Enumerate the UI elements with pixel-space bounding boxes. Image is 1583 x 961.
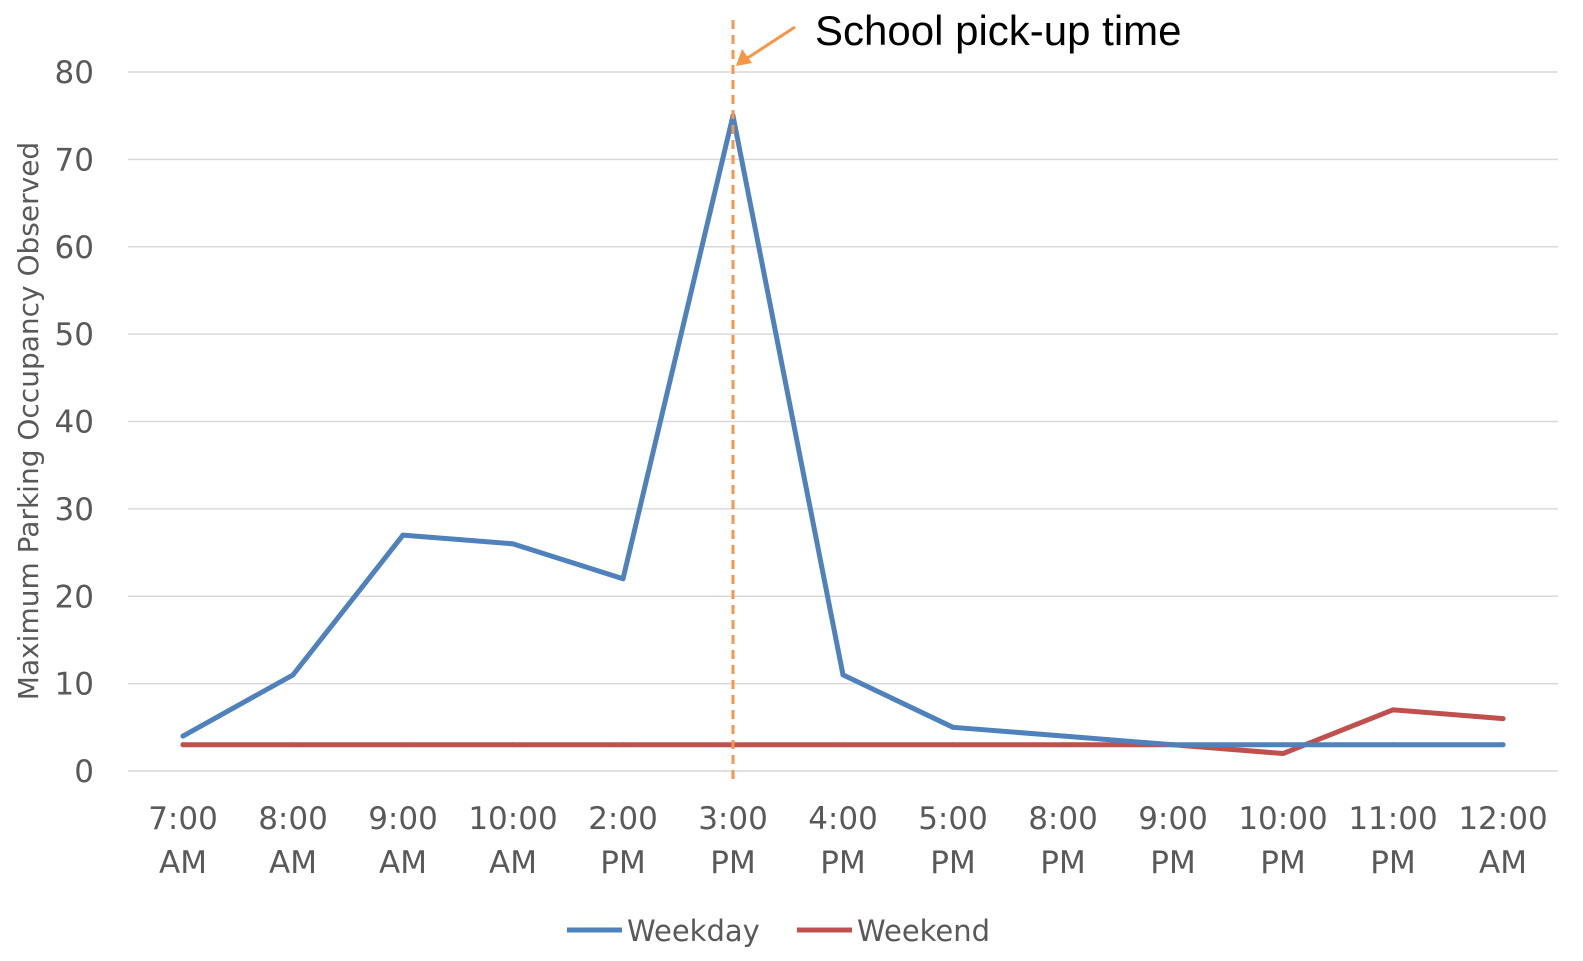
y-tick-label-10: 10	[55, 667, 94, 703]
data-point-weekday	[840, 672, 846, 678]
y-tick-label-50: 50	[55, 317, 94, 353]
annotation-arrowhead	[736, 49, 752, 66]
x-tick-label: 7:00 AM	[148, 801, 218, 881]
data-point-weekend	[400, 742, 406, 748]
data-point-weekday	[290, 672, 296, 678]
data-point-weekend	[1060, 742, 1066, 748]
x-tick-label-line: 2:00	[588, 801, 658, 837]
annotation: School pick-up time	[731, 7, 1182, 779]
data-point-weekend	[1500, 716, 1506, 722]
x-tick-label: 10:00 AM	[468, 801, 557, 881]
x-tick-label: 2:00 PM	[588, 801, 658, 881]
x-tick-label-line: AM	[489, 845, 537, 881]
data-point-weekend	[1390, 707, 1396, 713]
x-tick-label-line: PM	[710, 845, 755, 881]
x-tick-label-line: 4:00	[808, 801, 878, 837]
data-point-weekday	[510, 541, 516, 547]
annotation-label: School pick-up time	[815, 7, 1182, 54]
x-tick-label-line: 3:00	[698, 801, 768, 837]
data-point-weekend	[180, 742, 186, 748]
x-tick-label: 11:00 PM	[1348, 801, 1437, 881]
x-tick-label-line: PM	[820, 845, 865, 881]
y-tick-labels: 0 10 20 30 40 50 60 70 80	[55, 55, 94, 790]
series-lines	[180, 113, 1506, 757]
x-tick-label: 5:00 PM	[918, 801, 988, 881]
y-tick-label-60: 60	[55, 230, 94, 266]
x-tick-label-line: PM	[1260, 845, 1305, 881]
x-tick-label-line: PM	[930, 845, 975, 881]
y-tick-label-70: 70	[55, 142, 94, 178]
x-tick-label: 10:00 PM	[1238, 801, 1327, 881]
data-point-weekday	[1500, 742, 1506, 748]
x-tick-label-line: 10:00	[468, 801, 557, 837]
data-point-weekday	[1060, 733, 1066, 739]
legend-label-weekday: Weekday	[627, 914, 760, 948]
x-tick-label-line: AM	[379, 845, 427, 881]
x-tick-label: 8:00 AM	[258, 801, 328, 881]
y-tick-label-80: 80	[55, 55, 94, 91]
legend: Weekday Weekend	[567, 914, 990, 948]
data-point-weekend	[1280, 751, 1286, 757]
annotation-arrow	[745, 25, 796, 61]
x-tick-label-line: PM	[1040, 845, 1085, 881]
x-tick-label-line: 8:00	[1028, 801, 1098, 837]
y-tick-label-40: 40	[55, 405, 94, 441]
data-point-weekend	[840, 742, 846, 748]
data-point-weekday	[180, 733, 186, 739]
x-tick-label-line: 5:00	[918, 801, 988, 837]
x-tick-label-line: AM	[159, 845, 207, 881]
x-tick-label: 8:00 PM	[1028, 801, 1098, 881]
data-point-weekend	[510, 742, 516, 748]
x-tick-label-line: 9:00	[368, 801, 438, 837]
data-point-weekday	[950, 724, 956, 730]
data-point-weekday	[1390, 742, 1396, 748]
data-point-weekend	[620, 742, 626, 748]
x-tick-label: 3:00 PM	[698, 801, 768, 881]
data-point-weekday	[1280, 742, 1286, 748]
y-tick-label-30: 30	[55, 492, 94, 528]
x-tick-label-line: 8:00	[258, 801, 328, 837]
x-tick-label: 9:00 PM	[1138, 801, 1208, 881]
x-tick-label-line: 12:00	[1458, 801, 1547, 837]
gridlines	[128, 71, 1558, 772]
x-tick-label-line: 7:00	[148, 801, 218, 837]
data-point-weekday	[620, 576, 626, 582]
data-point-weekday	[400, 532, 406, 538]
x-tick-label-line: 11:00	[1348, 801, 1437, 837]
x-tick-label-line: 10:00	[1238, 801, 1327, 837]
data-point-weekday	[1170, 742, 1176, 748]
x-tick-label: 12:00 AM	[1458, 801, 1547, 881]
y-tick-label-0: 0	[74, 754, 94, 790]
x-tick-label: 9:00 AM	[368, 801, 438, 881]
x-tick-label-line: AM	[1479, 845, 1527, 881]
series-line-weekday	[180, 113, 1506, 748]
x-tick-label-line: PM	[600, 845, 645, 881]
data-point-weekend	[290, 742, 296, 748]
data-point-weekend	[950, 742, 956, 748]
legend-label-weekend: Weekend	[857, 914, 990, 948]
x-tick-label-line: PM	[1370, 845, 1415, 881]
x-tick-label-line: AM	[269, 845, 317, 881]
x-tick-label: 4:00 PM	[808, 801, 878, 881]
x-tick-label-line: 9:00	[1138, 801, 1208, 837]
y-axis-label: Maximum Parking Occupancy Observed	[12, 142, 45, 700]
x-tick-label-line: PM	[1150, 845, 1195, 881]
y-tick-label-20: 20	[55, 579, 94, 615]
